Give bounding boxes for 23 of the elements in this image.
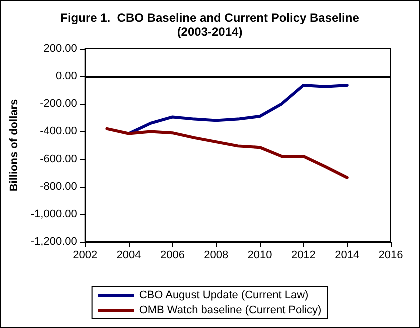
y-tick-label: -400.00 — [40, 126, 78, 138]
x-tick-label: 2006 — [160, 250, 185, 262]
x-tick-label: 2004 — [116, 250, 142, 262]
x-tick-label: 2010 — [248, 250, 272, 262]
y-tick-label: -600.00 — [40, 153, 78, 166]
line-series — [128, 84, 349, 136]
legend-label: CBO August Update (Current Law) — [139, 290, 309, 302]
x-tick-label: 2016 — [378, 250, 404, 262]
y-tick-label: -1,000.00 — [30, 208, 78, 220]
x-tick-label: 2012 — [291, 250, 316, 262]
chart-subtitle: (2003-2014) — [177, 25, 243, 39]
y-tick-label: -1,200.00 — [30, 236, 78, 248]
y-tick-label: 200.00 — [44, 43, 78, 55]
line-series — [106, 127, 349, 180]
y-axis-title: Billions of dollars — [8, 99, 20, 192]
y-tick-label: 0.00 — [56, 70, 78, 83]
legend-label: OMB Watch baseline (Current Policy) — [139, 304, 322, 316]
x-tick-label: 2002 — [73, 250, 98, 262]
chart-title: Figure 1. CBO Baseline and Current Policy Baseline — [60, 11, 360, 25]
x-tick-label: 2008 — [204, 250, 229, 262]
y-tick-label: -200.00 — [40, 98, 78, 110]
x-tick-label: 2014 — [335, 250, 360, 262]
y-tick-label: -800.00 — [40, 180, 78, 193]
